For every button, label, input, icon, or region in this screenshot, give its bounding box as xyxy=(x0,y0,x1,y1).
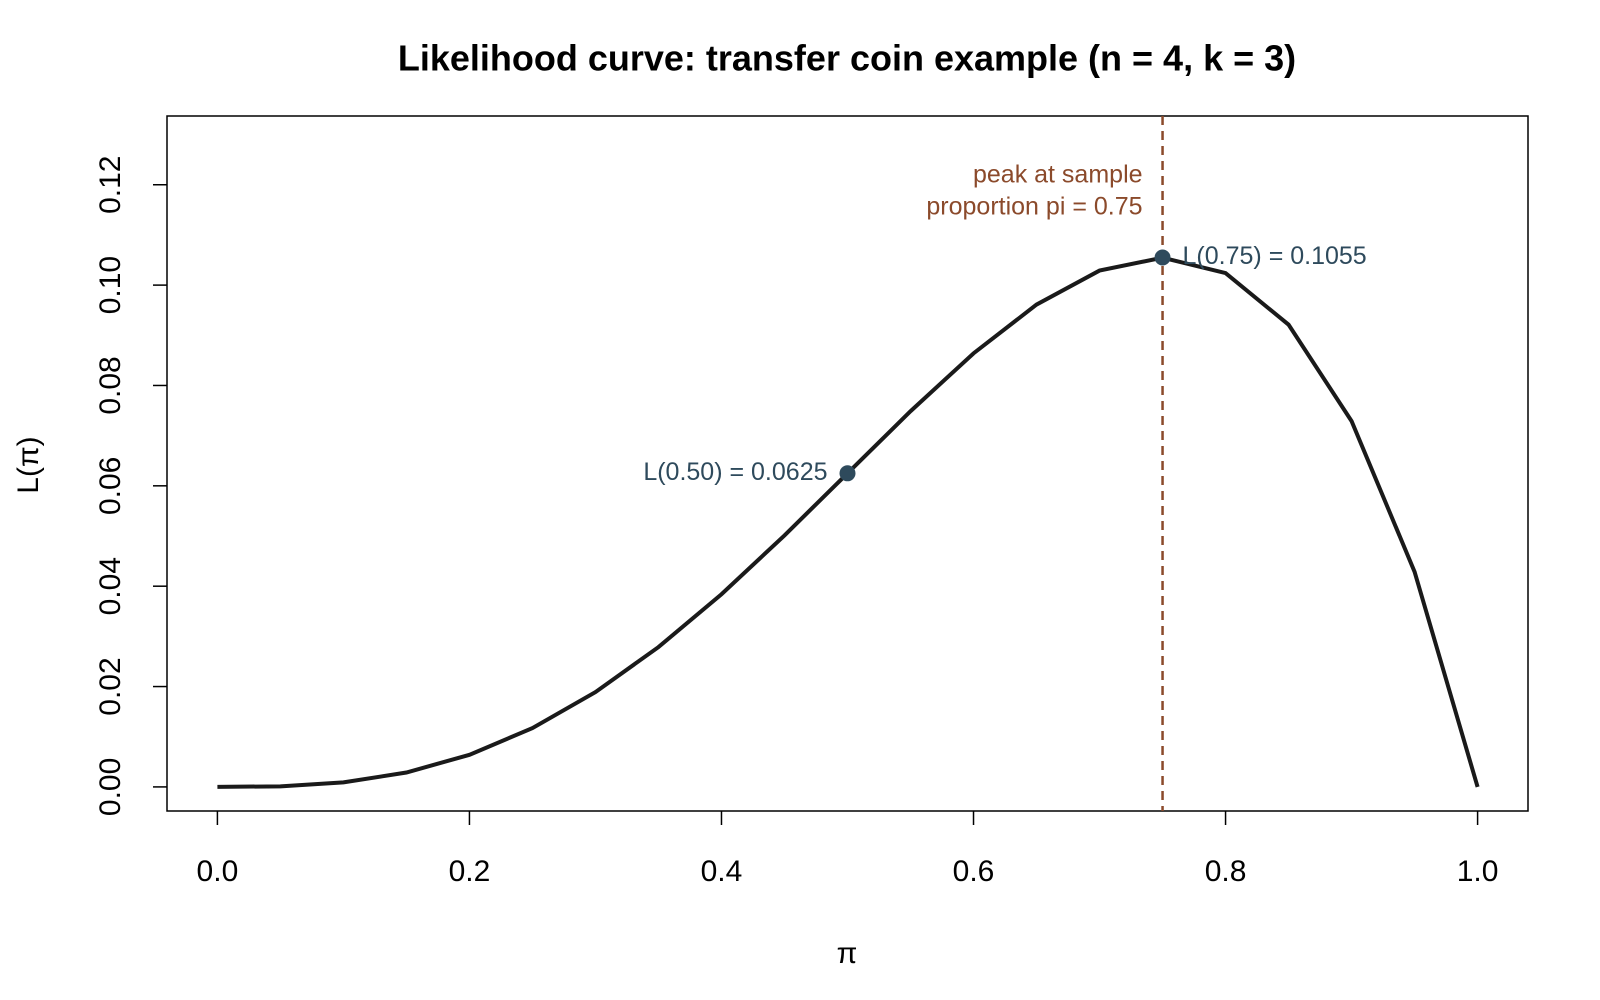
point-label: L(0.75) = 0.1055 xyxy=(1183,242,1367,270)
y-tick-label: 0.00 xyxy=(94,758,127,816)
y-tick-label: 0.10 xyxy=(94,256,127,314)
point-label: L(0.50) = 0.0625 xyxy=(643,458,827,486)
x-tick-label: 0.2 xyxy=(449,855,491,888)
y-tick-label: 0.06 xyxy=(94,457,127,515)
y-tick-label: 0.04 xyxy=(94,557,127,615)
x-tick-label: 1.0 xyxy=(1457,855,1499,888)
x-tick-label: 0.4 xyxy=(701,855,743,888)
x-tick-label: 0.8 xyxy=(1205,855,1247,888)
y-tick-label: 0.02 xyxy=(94,657,127,715)
y-tick-label: 0.12 xyxy=(94,156,127,214)
x-tick-label: 0.6 xyxy=(953,855,995,888)
peak-annotation: proportion pi = 0.75 xyxy=(926,193,1142,221)
x-tick-label: 0.0 xyxy=(197,855,239,888)
x-axis-label: π xyxy=(837,937,858,970)
plot-frame xyxy=(166,115,1529,812)
likelihood-curve xyxy=(217,255,1480,789)
point xyxy=(1154,249,1171,266)
point xyxy=(839,465,856,482)
peak-annotation: peak at sample xyxy=(973,161,1143,189)
y-axis-label: L(π) xyxy=(12,436,45,493)
y-tick-label: 0.08 xyxy=(94,356,127,414)
chart-title: Likelihood curve: transfer coin example … xyxy=(398,38,1296,79)
